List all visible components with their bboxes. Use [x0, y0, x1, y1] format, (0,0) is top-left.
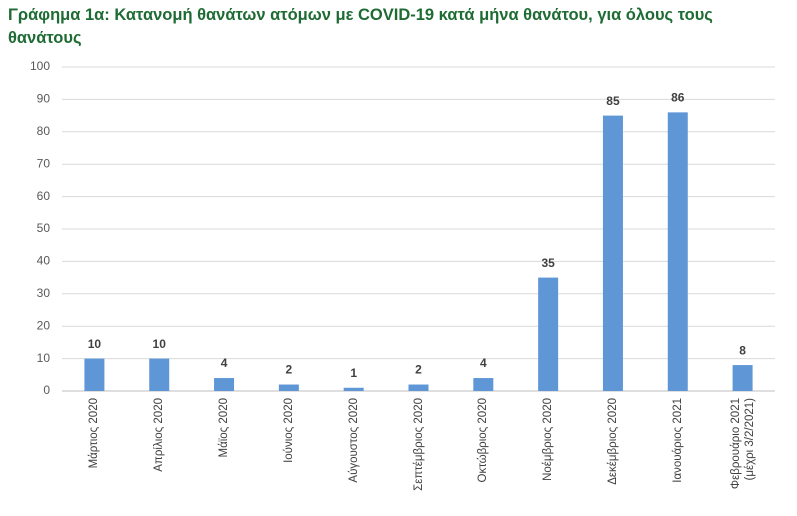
value-label: 2 — [286, 363, 293, 377]
value-label: 1 — [350, 366, 357, 380]
bar — [667, 112, 688, 392]
value-label: 85 — [606, 94, 620, 108]
y-tick-label: 10 — [37, 351, 51, 365]
x-tick-label: Ιανουάριος 2021 — [671, 398, 684, 483]
bar — [473, 378, 494, 391]
y-tick-label: 70 — [37, 156, 51, 170]
value-label: 4 — [480, 356, 487, 370]
x-tick-label: Σεπτέμβριος 2020 — [412, 398, 425, 491]
value-label: 86 — [671, 91, 685, 105]
value-label: 10 — [153, 337, 167, 351]
value-label: 2 — [415, 363, 422, 377]
y-tick-label: 60 — [37, 189, 51, 203]
value-label: 8 — [739, 343, 746, 357]
x-tick-label: Απρίλιος 2020 — [153, 398, 166, 472]
x-tick-label: Μάρτιος 2020 — [88, 398, 101, 469]
bar — [343, 387, 364, 391]
y-tick-label: 80 — [37, 124, 51, 138]
value-label: 10 — [88, 337, 102, 351]
x-tick-label: Νοέμβριος 2020 — [542, 398, 555, 481]
bar — [278, 384, 299, 391]
x-tick-label: Δεκέμβριος 2020 — [606, 398, 619, 485]
y-tick-label: 0 — [43, 383, 50, 397]
x-tick-label: Φεβρουάριο 2021 (μέχρι 3/2/2021) — [729, 398, 756, 490]
value-label: 35 — [541, 256, 555, 270]
y-tick-label: 20 — [37, 318, 51, 332]
x-tick-label: Μάϊος 2020 — [218, 398, 231, 458]
bar — [84, 358, 105, 391]
value-label: 4 — [221, 356, 228, 370]
y-tick-label: 90 — [37, 92, 51, 106]
y-tick-label: 40 — [37, 254, 51, 268]
bar — [149, 358, 170, 391]
x-tick-label: Αύγουστος 2020 — [347, 398, 360, 483]
bar — [214, 378, 235, 391]
bar — [538, 277, 559, 391]
y-tick-label: 30 — [37, 286, 51, 300]
bar — [732, 365, 753, 391]
chart-title: Γράφημα 1α: Κατανομή θανάτων ατόμων με C… — [8, 6, 713, 47]
x-tick-label: Ιούνιος 2020 — [282, 398, 295, 463]
bar — [408, 384, 429, 391]
bar — [602, 115, 623, 391]
x-tick-label: Οκτώβριος 2020 — [477, 398, 490, 483]
y-tick-label: 100 — [30, 59, 50, 73]
y-tick-label: 50 — [37, 221, 51, 235]
